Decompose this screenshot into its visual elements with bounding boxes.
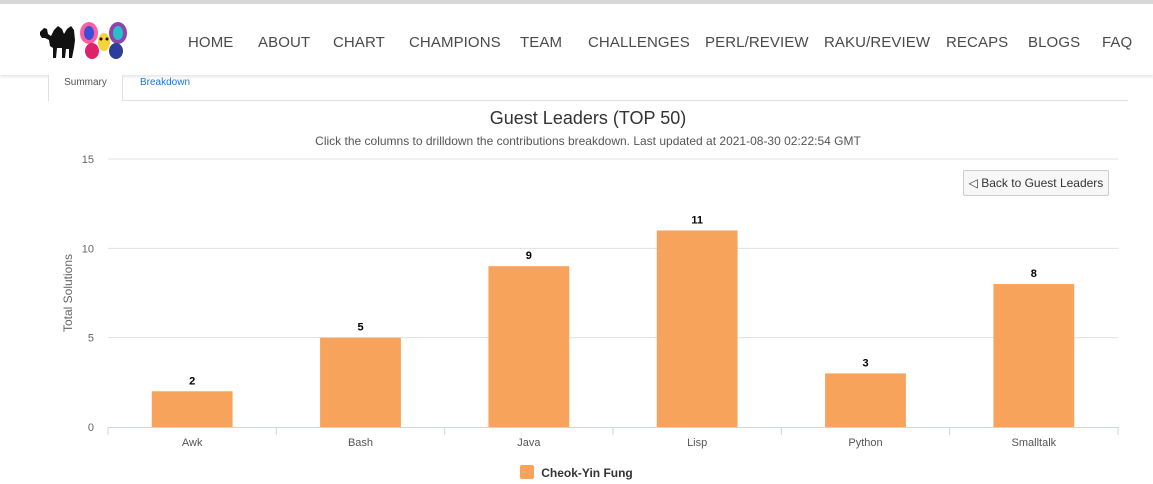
bar-python[interactable] [825,373,906,427]
bar-java[interactable] [488,266,570,427]
nav-faq[interactable]: FAQ [1102,34,1133,51]
data-label: 11 [691,214,703,226]
y-tick-label: 0 [88,422,94,434]
nav-recaps[interactable]: RECAPS [946,34,1009,51]
nav-home[interactable]: HOME [188,34,234,51]
y-tick-label: 15 [82,154,94,166]
nav-challenges[interactable]: CHALLENGES [588,34,690,51]
grid-lines [108,158,1118,339]
x-tick-label[interactable]: Awk [182,437,203,449]
back-to-guest-leaders-button[interactable]: ◁ Back to Guest Leaders [963,170,1109,196]
nav-blogs[interactable]: BLOGS [1028,34,1081,51]
nav-team[interactable]: TEAM [520,34,563,51]
bar-lisp[interactable] [656,230,738,427]
data-label: 3 [862,357,868,369]
y-tick-label: 5 [88,333,94,345]
y-tick-label: 10 [82,243,94,255]
x-tick-label[interactable]: Lisp [687,437,707,449]
legend-label: Cheok-Yin Fung [541,466,633,480]
data-label: 2 [189,375,195,387]
legend[interactable]: Cheok-Yin Fung [0,465,1153,480]
camel-icon [40,26,75,58]
x-tick-label[interactable]: Java [517,437,541,449]
x-tick-label[interactable]: Python [848,437,882,449]
nav-about[interactable]: ABOUT [258,34,311,51]
bar-awk[interactable] [151,391,233,427]
bars: 2 5 9 11 3 8 [151,214,1075,427]
tab-breakdown[interactable]: Breakdown [140,77,191,88]
x-tick-label[interactable]: Bash [348,437,373,449]
nav-raku-review[interactable]: RAKU/REVIEW [824,34,931,51]
chart-title: Guest Leaders (TOP 50) [490,108,686,128]
site-logo[interactable] [38,18,130,64]
nav-chart[interactable]: CHART [333,34,385,51]
nav-champions[interactable]: CHAMPIONS [409,34,501,51]
chart-tabs: Summary Breakdown [48,75,1128,101]
y-axis-title: Total Solutions [61,254,75,332]
bar-smalltalk[interactable] [993,284,1075,427]
data-label: 8 [1031,268,1037,280]
bar-bash[interactable] [320,337,401,427]
y-axis-ticks: 0 5 10 15 [82,154,94,434]
guest-leaders-chart: Guest Leaders (TOP 50) Click the columns… [61,108,1119,449]
tab-summary[interactable]: Summary [48,75,123,101]
nav-perl-review[interactable]: PERL/REVIEW [705,34,809,51]
top-navbar: HOME ABOUT CHART CHAMPIONS TEAM CHALLENGES PER… [0,0,1153,75]
butterfly-icon [80,22,127,59]
legend-swatch [520,465,535,479]
x-tick-label[interactable]: Smalltalk [1012,437,1057,449]
chart-subtitle: Click the columns to drilldown the contr… [315,134,861,148]
main-navigation: HOME ABOUT CHART CHAMPIONS TEAM CHALLENGES PER… [0,34,1153,54]
x-axis: Awk Bash Java Lisp Python Smalltalk [107,427,1119,449]
data-label: 9 [526,250,532,262]
data-label: 5 [357,322,363,334]
